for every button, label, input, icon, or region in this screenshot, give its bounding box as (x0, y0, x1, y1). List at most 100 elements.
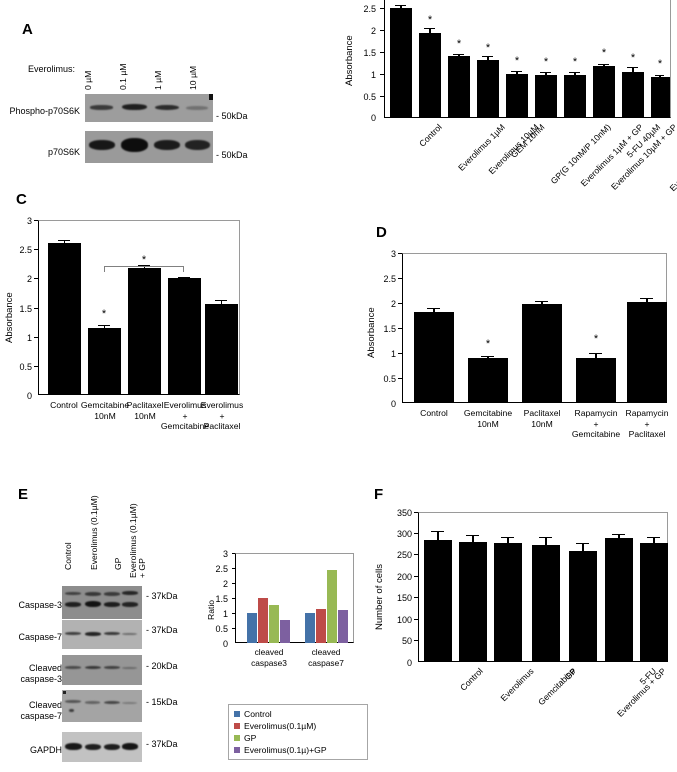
panel-b-star-4: * (514, 55, 520, 67)
panel-c-ytick-1: 1 (26, 333, 32, 343)
panel-e-lane-label-3: Everolimus (0.1µM) + GP (128, 503, 147, 578)
panel-f-ytick-50: 50 (401, 636, 412, 646)
panel-d-ytick-0.5: 0.5 (383, 374, 396, 384)
panel-d-ytick-3: 3 (390, 249, 396, 259)
panel-e-ytick-1.5: 1.5 (215, 594, 228, 604)
panel-e-mw-label-4: - 37kDa (146, 739, 178, 749)
panel-e-xlabel-0: cleaved caspase3 (251, 647, 287, 668)
panel-b-ytick-0.5: 0.5 (363, 92, 376, 102)
panel-c-significance-bracket (104, 266, 184, 274)
panel-d-star-1: * (485, 338, 491, 350)
panel-d-xlabel-1: Gemcitabine 10nM (463, 408, 513, 429)
panel-c-bar-3 (168, 278, 201, 395)
panel-a-lane-label-2: 1 µM (153, 70, 163, 90)
panel-d-star-3: * (593, 333, 599, 345)
panel-letter-d: D (376, 224, 387, 241)
panel-e-mw-label-3: - 15kDa (146, 697, 178, 707)
panel-b-star-5: * (543, 56, 549, 68)
panel-e-row-label-3: Cleaved caspase-7 (20, 700, 62, 721)
panel-f-ytick-350: 350 (396, 508, 412, 518)
panel-f-bar-5 (605, 538, 633, 662)
panel-e-row-label-0: Caspase-3 (18, 600, 62, 610)
panel-d-bar-3 (576, 357, 616, 403)
panel-f-ytick-100: 100 (396, 615, 412, 625)
panel-b-ytick-2: 2 (370, 26, 376, 36)
panel-a-blot-p70s6k (85, 131, 213, 163)
panel-b-ytick-1.5: 1.5 (363, 48, 376, 58)
panel-b-ytick-2.5: 2.5 (363, 4, 376, 14)
panel-f-ytick-200: 200 (396, 572, 412, 582)
panel-e-ytick-2.5: 2.5 (215, 564, 228, 574)
panel-e-bar-cc3-control (247, 613, 257, 643)
panel-e-blot-caspase-3 (62, 586, 142, 619)
panel-d-ytick-0: 0 (390, 399, 396, 409)
panel-e-blot-caspase-7 (62, 620, 142, 649)
panel-a-row-label-0: Phospho-p70S6K (9, 106, 80, 116)
panel-d-chart: 3 2.5 2 1.5 1 0.5 0 Absorbance * * (360, 248, 677, 463)
panel-c-xlabel-2: Paclitaxel 10nM (126, 400, 164, 421)
panel-d-ytick-1.5: 1.5 (383, 324, 396, 334)
panel-c-chart: 3 2.5 2 1.5 1 0.5 0 Absorbance * (0, 215, 260, 432)
panel-e-bar-cc7-everolimus-gp (338, 610, 348, 643)
panel-b-bar-2 (448, 56, 470, 118)
panel-f-xlabel-0: Control (458, 666, 485, 693)
panel-b-chart: 2.5 2 1.5 1 0.5 0 Absorbance * * * (330, 0, 677, 193)
panel-a-mw-label-1: - 50kDa (216, 150, 248, 160)
panel-e-ytick-1: 1 (222, 609, 228, 619)
panel-c-bracket-star: * (141, 254, 147, 266)
legend-label-control: Control (244, 708, 272, 719)
panel-a-row-label-1: p70S6K (47, 147, 80, 157)
panel-a-blot-phospho-p70s6k (85, 94, 213, 122)
panel-c-bar-0 (48, 243, 81, 395)
panel-f-bar-1 (459, 542, 487, 662)
panel-e-ytick-0.5: 0.5 (215, 624, 228, 634)
legend-swatch-gp-icon (234, 735, 240, 741)
panel-f-ytick-150: 150 (396, 593, 412, 603)
panel-f-ytick-250: 250 (396, 550, 412, 560)
panel-f-bar-3 (532, 545, 560, 662)
panel-c-bar-2 (128, 268, 161, 395)
panel-f-bar-6 (640, 543, 668, 662)
panel-letter-e: E (18, 486, 29, 503)
panel-b-star-9: * (657, 58, 663, 70)
panel-b-star-2: * (456, 38, 462, 50)
panel-d-ytick-2.5: 2.5 (383, 274, 396, 284)
panel-b-ytick-0: 0 (370, 113, 376, 123)
panel-e-mw-label-0: - 37kDa (146, 591, 178, 601)
panel-f-chart: 350 300 250 200 150 100 50 0 Number of c… (360, 500, 677, 720)
panel-c-bar-1 (88, 327, 121, 395)
panel-b-bar-4 (506, 74, 528, 118)
panel-a-mw-label-0: - 50kDa (216, 111, 248, 121)
panel-d-ytick-1: 1 (390, 349, 396, 359)
panel-f-bar-0 (424, 539, 452, 662)
panel-b-bar-9 (651, 76, 670, 118)
panel-d-bar-0 (414, 311, 454, 403)
panel-b-star-3: * (485, 42, 491, 54)
panel-b-bar-0 (390, 8, 412, 118)
panel-d-bar-2 (522, 304, 562, 403)
panel-c-ytick-2.5: 2.5 (19, 245, 32, 255)
panel-c-ytick-0: 0 (26, 391, 32, 401)
panel-e-blot-gapdh (62, 732, 142, 762)
panel-c-bar-4 (205, 304, 238, 395)
panel-b-star-1: * (427, 14, 433, 26)
panel-b-star-6: * (572, 56, 578, 68)
panel-c-y-axis-title: Absorbance (4, 292, 15, 343)
panel-b-bar-8 (622, 71, 644, 118)
panel-d-bar-1 (468, 358, 508, 403)
legend-label-everolimus: Everolimus(0.1µM) (244, 720, 317, 731)
panel-b-bar-5 (535, 74, 557, 118)
panel-e-bar-cc7-control (305, 613, 315, 643)
panel-e-blot-cleaved-caspase-3 (62, 655, 142, 685)
panel-a-treatment-label: Everolimus: (28, 64, 76, 74)
panel-e-lane-label-1: Everolimus (0.1µM) (89, 495, 99, 570)
panel-e-blot-cleaved-caspase-7 (62, 690, 142, 722)
panel-d-xlabel-2: Paclitaxel 10nM (523, 408, 561, 429)
panel-f-ytick-0: 0 (406, 658, 412, 668)
panel-e-mw-label-2: - 20kDa (146, 661, 178, 671)
panel-b-star-7: * (601, 47, 607, 59)
legend-swatch-everolimus-icon (234, 723, 240, 729)
panel-b-star-8: * (630, 52, 636, 64)
panel-e-row-label-4: GAPDH (29, 745, 62, 755)
